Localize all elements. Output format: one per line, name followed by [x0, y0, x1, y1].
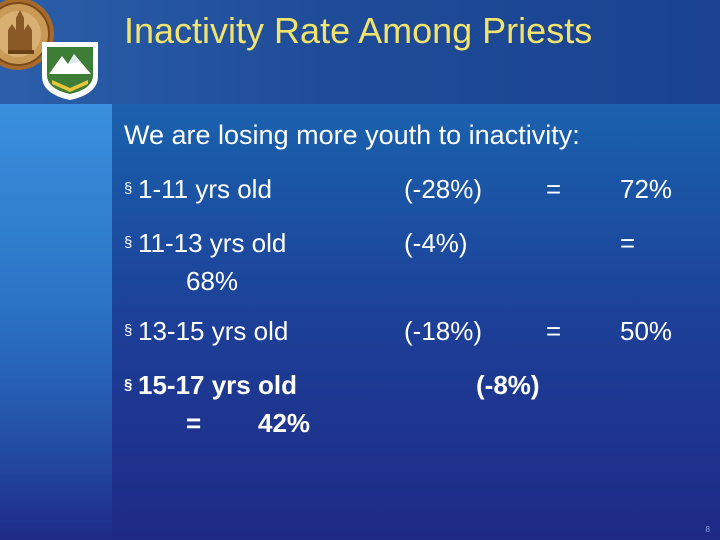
rate-value: 50%	[620, 316, 673, 346]
change-value: (-18%)	[404, 316, 483, 346]
change-value: (-4%)	[404, 228, 468, 258]
bullet-icon: §	[124, 234, 133, 251]
rate-value: 42%	[258, 408, 311, 438]
equals-sign: =	[620, 228, 636, 258]
title-bar	[0, 0, 720, 104]
left-accent-strip	[0, 104, 112, 540]
equals-sign: =	[186, 408, 202, 438]
age-label: 15-17 yrs old	[138, 370, 297, 400]
slide-subtitle: We are losing more youth to inactivity:	[124, 120, 580, 150]
equals-sign: =	[546, 316, 562, 346]
council-seal-logo	[0, 0, 54, 70]
equals-sign: =	[546, 174, 562, 204]
rate-value: 72%	[620, 174, 673, 204]
slide-title: Inactivity Rate Among Priests	[124, 10, 593, 51]
age-label: 11-13 yrs old	[138, 228, 287, 258]
change-value: (-28%)	[404, 174, 483, 204]
page-number: 8	[705, 525, 710, 534]
bullet-icon: §	[124, 322, 133, 339]
bullet-icon: §	[124, 376, 133, 393]
age-label: 13-15 yrs old	[138, 316, 289, 346]
change-value: (-8%)	[476, 370, 540, 400]
rate-value: 68%	[186, 266, 239, 296]
bullet-icon: §	[124, 180, 133, 197]
venturing-emblem-logo	[42, 42, 98, 100]
age-label: 1-11 yrs old	[138, 174, 272, 204]
